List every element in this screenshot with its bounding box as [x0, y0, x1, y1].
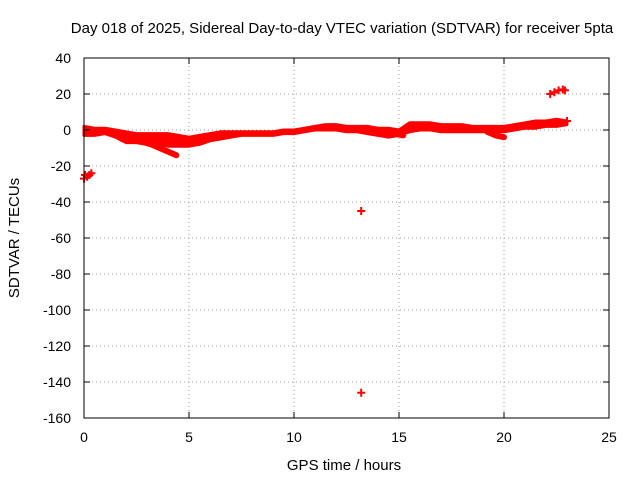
y-tick-label: -80 — [51, 266, 71, 282]
y-axis-label: SDTVAR / TECUs — [6, 178, 23, 298]
grid — [84, 58, 609, 418]
y-tick-label: 20 — [55, 86, 71, 102]
data-point — [87, 169, 96, 178]
y-tick-label: 0 — [63, 122, 71, 138]
x-tick-label: 15 — [391, 429, 407, 445]
data-streak — [370, 127, 407, 139]
data-point — [546, 90, 555, 98]
x-tick-label: 5 — [185, 429, 193, 445]
x-tick-label: 10 — [286, 429, 302, 445]
plot-frame — [83, 57, 610, 419]
x-axis-label: GPS time / hours — [287, 457, 401, 474]
x-tick-label: 20 — [496, 429, 512, 445]
x-tick-label: 25 — [601, 429, 617, 445]
data-point — [357, 207, 366, 215]
y-tick-label: -160 — [43, 410, 71, 426]
data-streak — [484, 128, 507, 141]
data-point — [357, 388, 366, 397]
chart-title: Day 018 of 2025, Sidereal Day-to-day VTE… — [71, 20, 614, 37]
y-tick-label: -60 — [51, 230, 71, 246]
y-tick-label: -140 — [43, 374, 71, 390]
data-point — [563, 117, 571, 125]
x-tick-label: 0 — [80, 429, 88, 445]
y-tick-label: -120 — [43, 338, 71, 354]
y-tick-label: 40 — [55, 50, 71, 66]
data-point — [550, 88, 559, 97]
y-tick-label: -100 — [43, 302, 71, 318]
tick-labels: 0 5 10 15 20 25 40 20 0 -20 -40 -60 -80 -100 -120 -140 -… — [43, 50, 617, 445]
y-tick-label: -20 — [51, 158, 71, 174]
data-point — [560, 86, 569, 95]
y-tick-label: -40 — [51, 194, 71, 210]
data-layer — [80, 85, 571, 397]
data-streak — [118, 136, 180, 159]
